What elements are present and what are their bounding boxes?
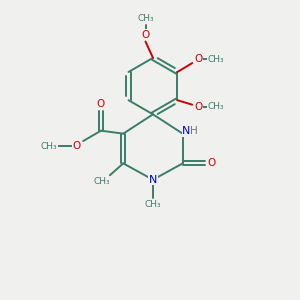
Text: N: N xyxy=(149,175,157,185)
Text: O: O xyxy=(208,158,216,168)
Text: CH₃: CH₃ xyxy=(145,200,161,209)
Text: CH₃: CH₃ xyxy=(94,177,110,186)
Text: O: O xyxy=(97,99,105,109)
Text: CH₃: CH₃ xyxy=(40,142,57,151)
Text: CH₃: CH₃ xyxy=(208,102,224,111)
Text: H: H xyxy=(190,126,198,136)
Text: O: O xyxy=(195,102,203,112)
Text: CH₃: CH₃ xyxy=(137,14,154,23)
Text: CH₃: CH₃ xyxy=(208,55,224,64)
Text: O: O xyxy=(73,141,81,151)
Text: O: O xyxy=(195,54,203,64)
Text: N: N xyxy=(182,126,191,136)
Text: O: O xyxy=(141,30,150,40)
